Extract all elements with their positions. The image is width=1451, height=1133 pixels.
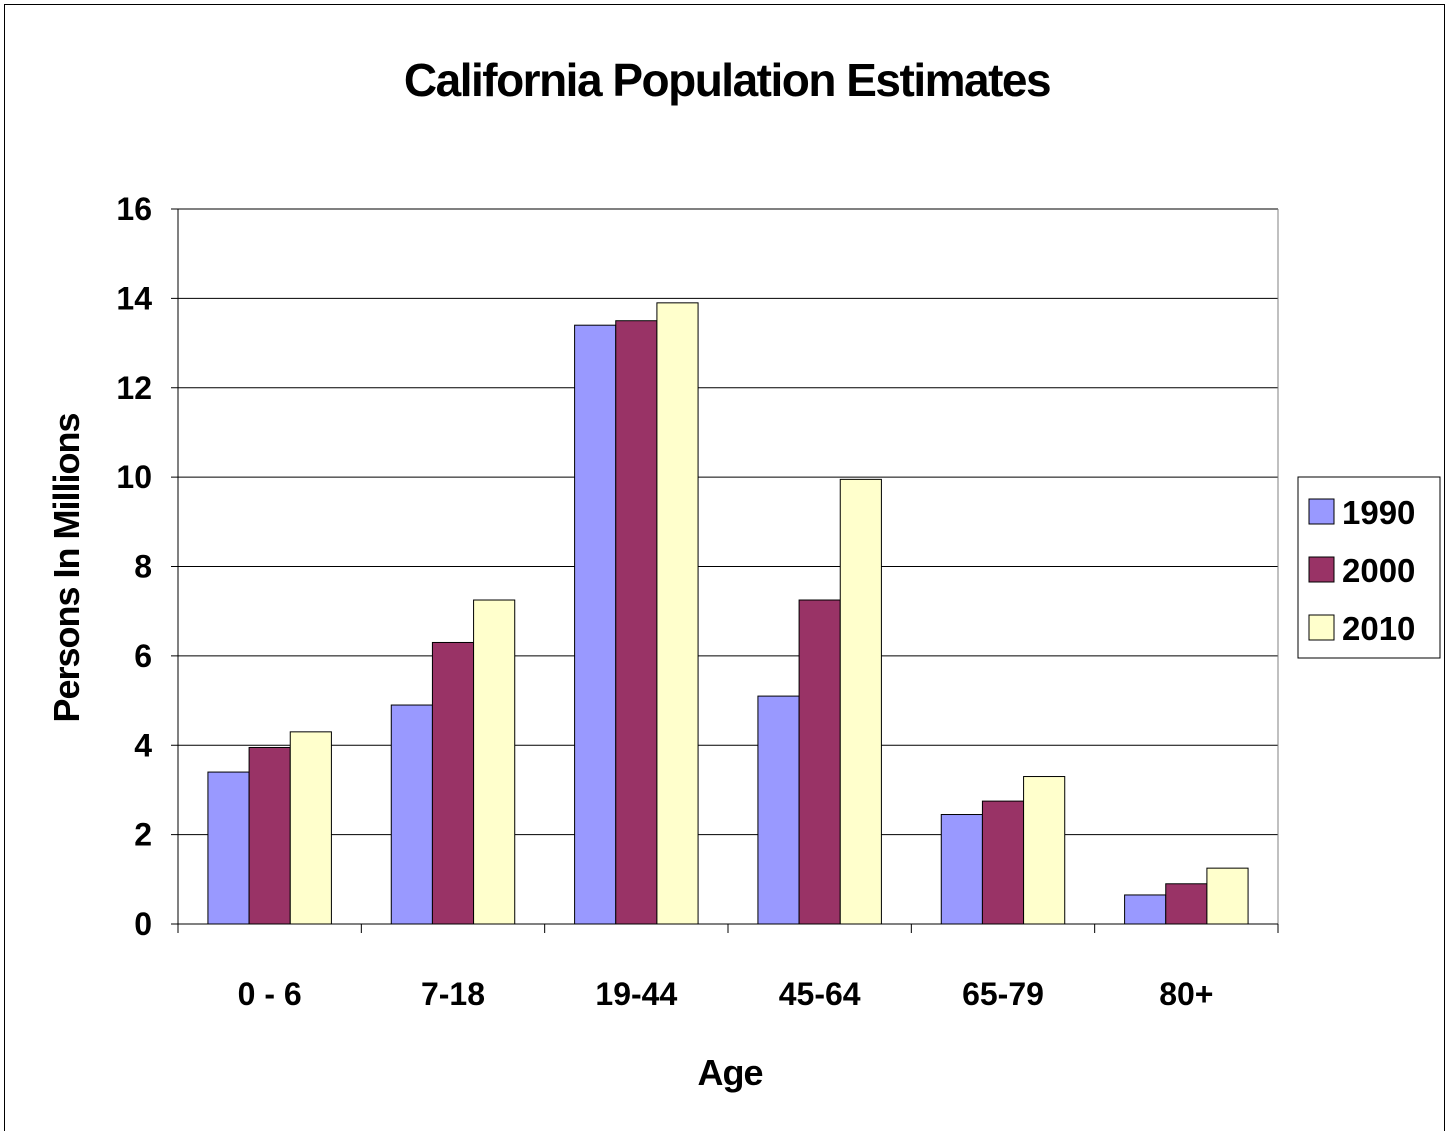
legend-label-2010: 2010 (1342, 610, 1415, 647)
bar-2000-0 (248, 746, 291, 925)
bar-2010-3 (839, 478, 882, 925)
x-tick-label: 7-18 (421, 976, 485, 1012)
x-tick-label: 65-79 (962, 976, 1044, 1012)
bar-1990-5 (1124, 894, 1167, 925)
y-tick-label: 6 (134, 638, 152, 674)
bar-2000-1 (431, 641, 475, 925)
chart-title: California Population Estimates (404, 54, 1050, 106)
legend: 1990 2000 2010 (1297, 476, 1441, 659)
bar-2010-2 (656, 302, 699, 925)
bar-1990-2 (574, 324, 617, 925)
y-tick-label: 8 (134, 549, 152, 585)
legend-label-2000: 2000 (1342, 552, 1415, 589)
y-tick-label: 10 (116, 459, 152, 495)
x-tick-label: 19-44 (595, 976, 677, 1012)
chart-frame (4, 4, 1445, 1131)
bar-1990-0 (207, 771, 250, 925)
bar-2000-2 (615, 320, 658, 925)
plot-area: 0 2 4 6 8 10 12 14 16 0 - 6 7-18 19-44 45-64 65-79 80+ (116, 191, 1279, 1012)
bar-2010-4 (1023, 776, 1066, 925)
bar-2000-4 (981, 800, 1025, 925)
x-axis-title: Age (697, 1052, 762, 1093)
bar-2000-5 (1165, 883, 1208, 925)
y-axis-title: Persons In Millions (46, 413, 87, 722)
legend-swatch-1990 (1308, 498, 1335, 525)
y-tick-label: 16 (116, 191, 152, 227)
bar-2000-3 (798, 599, 841, 925)
y-tick-label: 12 (116, 370, 152, 406)
bar-1990-4 (940, 814, 983, 925)
bar-2010-1 (473, 599, 516, 925)
x-tick-label: 45-64 (779, 976, 861, 1012)
bar-2010-0 (289, 731, 332, 925)
legend-label-1990: 1990 (1342, 494, 1415, 531)
bar-1990-3 (757, 695, 800, 925)
legend-swatch-2010 (1308, 614, 1335, 641)
x-tick-label: 0 - 6 (238, 976, 302, 1012)
y-tick-label: 0 (134, 906, 152, 942)
legend-swatch-2000 (1308, 556, 1335, 583)
bar-1990-1 (390, 704, 433, 925)
y-tick-label: 14 (116, 280, 152, 316)
y-tick-label: 4 (134, 727, 152, 763)
y-tick-label: 2 (134, 817, 152, 853)
bar-2010-5 (1206, 867, 1249, 925)
x-tick-label: 80+ (1159, 976, 1213, 1012)
